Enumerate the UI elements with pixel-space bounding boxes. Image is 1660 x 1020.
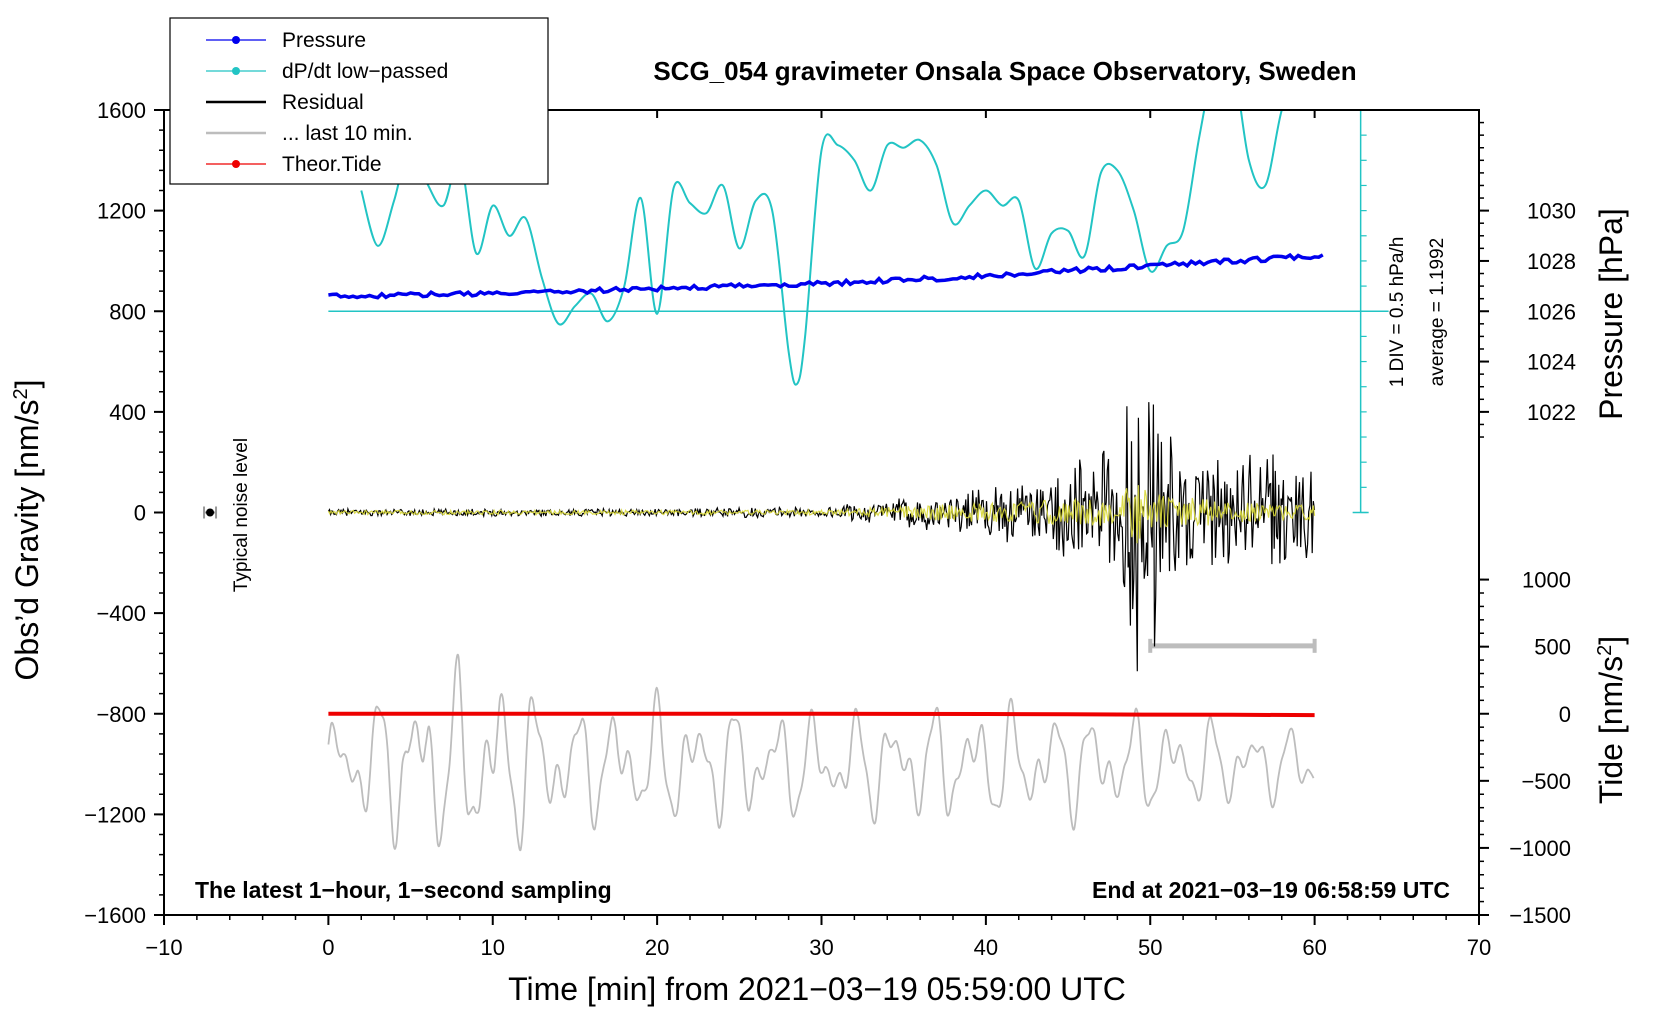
average-label: average = 1.1992 (1427, 238, 1448, 386)
y-tick-label: −400 (96, 601, 146, 626)
footer-left-note: The latest 1−hour, 1−second sampling (195, 877, 612, 903)
tide-tick-label: 1000 (1522, 568, 1571, 593)
y-axis-title-left-main: Obs’d Gravity [nm/s (9, 400, 45, 681)
y-axis-title-tide-sup: 2 (1594, 645, 1616, 656)
x-tick-label: 60 (1302, 935, 1326, 960)
x-tick-label: 30 (809, 935, 833, 960)
x-tick-label: 40 (974, 935, 998, 960)
series-layer (327, 110, 1389, 852)
y-tick-label: −1600 (84, 903, 146, 928)
x-tick-label: 70 (1467, 935, 1491, 960)
axes-layer: −10 0 10 20 30 40 50 60 70 1600 1200 800 400 0 −400 −80… (84, 98, 1576, 960)
legend-label: ... last 10 min. (282, 122, 413, 145)
y-axis-title-left-end: ] (9, 380, 45, 389)
residual-overlay-line (327, 485, 1316, 544)
tide-tick-label: 0 (1559, 702, 1571, 727)
legend-label: Pressure (282, 29, 366, 52)
y-axis-title-left: Obs’d Gravity [nm/s2] (9, 380, 45, 681)
legend: Pressure dP/dt low−passed Residual ... last… (169, 17, 549, 185)
y-axis-title-tide-end: ] (1593, 636, 1629, 645)
pressure-tick-label: 1028 (1527, 249, 1576, 274)
dpdt-line (360, 110, 1283, 386)
div-scale-label: 1 DIV = 0.5 hPa/h (1387, 237, 1408, 388)
y-tick-label: 1600 (97, 98, 146, 123)
noise-level-label: Typical noise level (231, 438, 252, 592)
footer-right-note: End at 2021−03−19 06:58:59 UTC (1092, 877, 1450, 903)
y-tick-label: 0 (134, 501, 146, 526)
legend-marker (232, 36, 240, 44)
y-axis-title-tide-main: Tide [nm/s (1593, 656, 1629, 804)
pressure-line (328, 252, 1324, 300)
pressure-tick-label: 1024 (1527, 350, 1576, 375)
theor-tide-line (328, 711, 1315, 718)
pressure-tick-label: 1022 (1527, 400, 1576, 425)
legend-label: Theor.Tide (282, 153, 382, 176)
tide-tick-label: −1000 (1509, 836, 1571, 861)
y-tick-label: 1200 (97, 199, 146, 224)
y-axis-title-tide: Tide [nm/s2] (1593, 636, 1629, 804)
x-axis-title: Time [min] from 2021−03−19 05:59:00 UTC (508, 971, 1126, 1007)
x-tick-label: 10 (481, 935, 505, 960)
chart-title: SCG_054 gravimeter Onsala Space Observat… (653, 56, 1356, 86)
tide-tick-label: −500 (1521, 769, 1571, 794)
legend-marker (232, 67, 240, 75)
x-tick-label: 20 (645, 935, 669, 960)
noise-level-point (206, 508, 215, 517)
tide-tick-label: 500 (1534, 635, 1571, 660)
y-axis-title-left-sup: 2 (10, 388, 32, 399)
y-tick-label: 400 (109, 400, 146, 425)
y-tick-label: −800 (96, 702, 146, 727)
y-tick-label: −1200 (84, 802, 146, 827)
pressure-tick-label: 1030 (1527, 199, 1576, 224)
pressure-tick-label: 1026 (1527, 299, 1576, 324)
tide-tick-label: −1500 (1509, 903, 1571, 928)
x-tick-label: −10 (145, 935, 182, 960)
last-10-min-line (327, 653, 1315, 852)
legend-label: Residual (282, 91, 364, 114)
y-axis-title-pressure: Pressure [hPa] (1593, 208, 1629, 420)
x-tick-label: 0 (322, 935, 334, 960)
residual-line (327, 402, 1316, 672)
legend-label: dP/dt low−passed (282, 60, 448, 83)
y-tick-label: 800 (109, 299, 146, 324)
x-tick-label: 50 (1138, 935, 1162, 960)
legend-marker (232, 160, 240, 168)
